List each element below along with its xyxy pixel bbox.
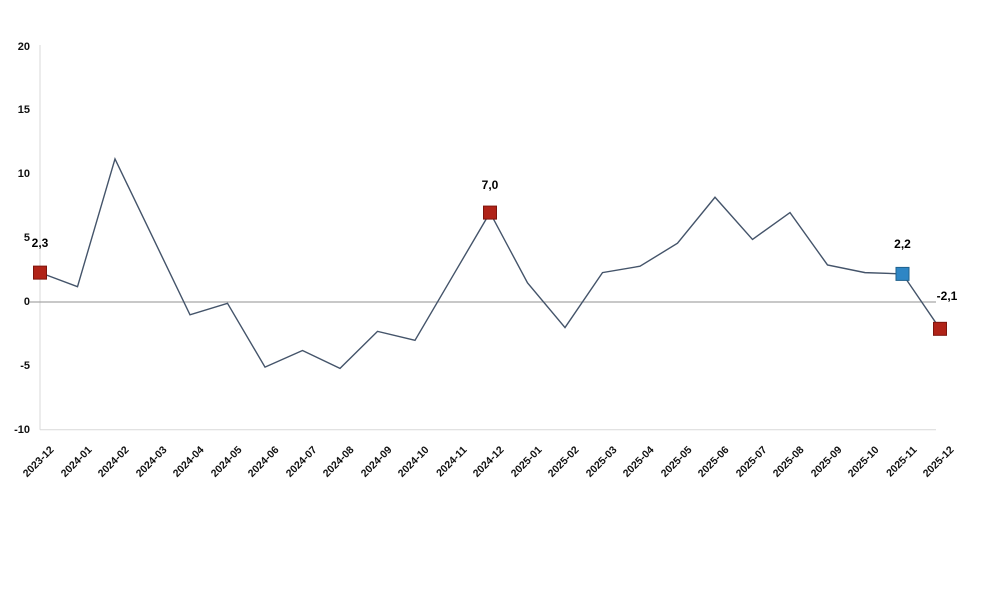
y-tick-label--5: -5 [20,359,30,372]
point-marker-2023-12 [33,265,47,280]
y-tick-label--10: -10 [14,423,30,436]
y-tick-label-0: 0 [23,296,30,308]
y-tick-label-20: 20 [17,40,30,53]
data-label-2025-12: -2,1 [936,288,958,303]
y-tick-label-15: 15 [17,104,30,117]
y-tick-label-5: 5 [23,232,30,245]
y-tick-label-10: 10 [17,168,30,181]
data-label-2024-12: 7,0 [481,177,499,192]
point-marker-2025-12 [933,321,947,336]
data-label-2025-11: 2,2 [894,236,911,251]
point-marker-2025-11 [895,266,910,281]
point-marker-2024-12 [483,205,497,220]
data-label-2023-12: 2,3 [31,235,49,250]
